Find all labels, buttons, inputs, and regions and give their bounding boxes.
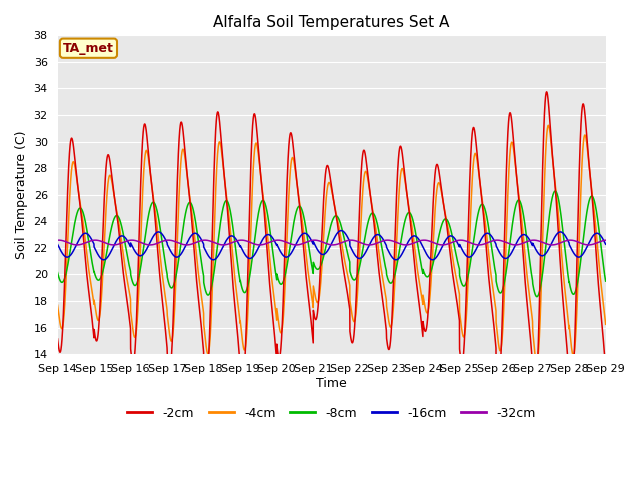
Legend: -2cm, -4cm, -8cm, -16cm, -32cm: -2cm, -4cm, -8cm, -16cm, -32cm [122,402,541,425]
Title: Alfalfa Soil Temperatures Set A: Alfalfa Soil Temperatures Set A [213,15,450,30]
Text: TA_met: TA_met [63,42,114,55]
X-axis label: Time: Time [316,377,347,390]
Y-axis label: Soil Temperature (C): Soil Temperature (C) [15,131,28,259]
